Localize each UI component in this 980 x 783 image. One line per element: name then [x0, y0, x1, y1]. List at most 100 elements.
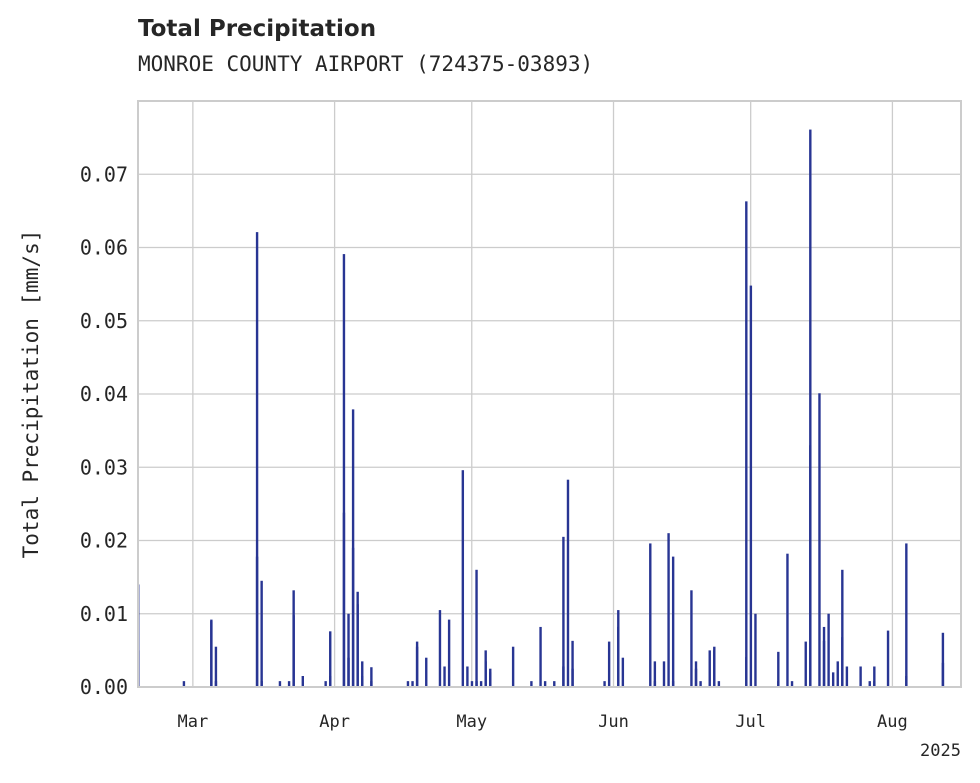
precip-bar [745, 201, 748, 688]
precip-bar [671, 681, 675, 687]
precip-bar [553, 681, 556, 687]
precip-bar [447, 619, 451, 687]
precip-bar [777, 651, 780, 687]
precip-bar [690, 590, 693, 687]
precip-bar [617, 626, 620, 687]
precip-bar [905, 676, 908, 687]
precip-bar [868, 681, 871, 687]
precip-bar [822, 640, 826, 687]
precip-bar [356, 604, 359, 687]
precip-bar [603, 681, 606, 687]
precip-bar [859, 666, 862, 687]
precip-bar [406, 681, 410, 687]
y-tick-label: 0.00 [80, 675, 128, 699]
precip-bar [470, 681, 474, 687]
y-tick-label: 0.04 [80, 382, 128, 406]
precip-bar [873, 666, 876, 687]
precip-bar [653, 661, 657, 687]
y-tick-label: 0.03 [80, 455, 128, 479]
y-tick-labels: 0.00 0.01 0.02 0.03 0.04 0.05 0.06 0.07 [80, 162, 128, 699]
precip-bar [713, 650, 716, 687]
precip-bar [836, 661, 839, 687]
precip-bar [255, 232, 259, 687]
precip-bar [351, 547, 355, 687]
x-tick-label: Jul [735, 712, 766, 732]
x-tick-labels: Mar Apr May Jun Jul Aug [178, 712, 908, 732]
plot-frame [137, 100, 962, 688]
y-tick-label: 0.05 [80, 309, 128, 333]
precip-bar [607, 641, 611, 687]
x-tick-label: May [456, 712, 487, 732]
precip-bar [324, 681, 327, 687]
chart-title: Total Precipitation [138, 16, 377, 42]
precip-bar [667, 533, 670, 687]
precip-bar [941, 632, 945, 687]
precip-bar [749, 285, 753, 687]
precip-bar [571, 640, 574, 687]
precip-bar [708, 650, 711, 687]
x-tick-label: Jun [598, 712, 629, 732]
precip-bar [809, 129, 812, 687]
precip-bar [361, 676, 364, 687]
precip-bar [347, 657, 350, 687]
precip-bar [562, 536, 565, 687]
precip-bar [699, 681, 702, 687]
precip-bar [342, 254, 346, 687]
precip-bar [210, 619, 213, 687]
precip-bar [292, 615, 295, 687]
precip-bar [214, 681, 218, 687]
precip-bar [260, 681, 263, 687]
precip-bar [841, 637, 844, 687]
precip-bar [566, 479, 570, 687]
precip-bar [827, 613, 830, 687]
precip-bar [287, 681, 291, 687]
precip-bar [790, 681, 794, 687]
precip-bar [905, 543, 908, 687]
chart-subtitle: MONROE COUNTY AIRPORT (724375-03893) [138, 52, 594, 76]
precip-bar [841, 569, 844, 687]
precip-bar [361, 661, 364, 687]
precip-bar [438, 610, 442, 687]
year-label: 2025 [920, 741, 961, 761]
precip-bar [539, 626, 542, 687]
precip-bar [754, 613, 757, 687]
precip-bar [886, 630, 890, 687]
x-tick-label: Apr [319, 712, 350, 732]
x-tick-label: Mar [178, 712, 209, 732]
precip-bar [530, 681, 533, 687]
precip-bar [671, 556, 675, 687]
grid-lines [138, 101, 961, 688]
precip-bar [425, 657, 428, 687]
precip-bar [717, 681, 721, 687]
precip-bar [621, 657, 625, 687]
precip-bar [182, 681, 186, 687]
precip-bar [873, 681, 876, 687]
precip-bar [786, 553, 789, 687]
y-tick-label: 0.01 [80, 602, 128, 626]
precip-bar [329, 631, 332, 687]
precip-bar [278, 681, 282, 687]
precip-bar [301, 676, 304, 687]
precip-bar [649, 543, 652, 687]
precip-bar [804, 641, 807, 687]
precip-bar [694, 668, 698, 687]
precip-bar [443, 666, 446, 687]
precip-bar [466, 666, 469, 687]
precip-bar [214, 646, 218, 687]
precip-bar [818, 393, 821, 687]
precip-bar [260, 580, 263, 687]
precip-bar [475, 569, 478, 687]
y-axis-label: Total Precipitation [mm/s] [19, 230, 43, 559]
precip-bar [484, 650, 487, 687]
precip-bar [415, 641, 419, 687]
x-tick-label: Aug [877, 712, 908, 732]
precip-bar [511, 646, 515, 687]
precip-bar [653, 681, 657, 687]
y-tick-label: 0.06 [80, 236, 128, 260]
precip-bar [347, 613, 350, 687]
precip-bar [461, 470, 465, 687]
precip-bar [845, 666, 849, 687]
precip-bar [831, 672, 835, 687]
y-tick-label: 0.07 [80, 162, 128, 186]
